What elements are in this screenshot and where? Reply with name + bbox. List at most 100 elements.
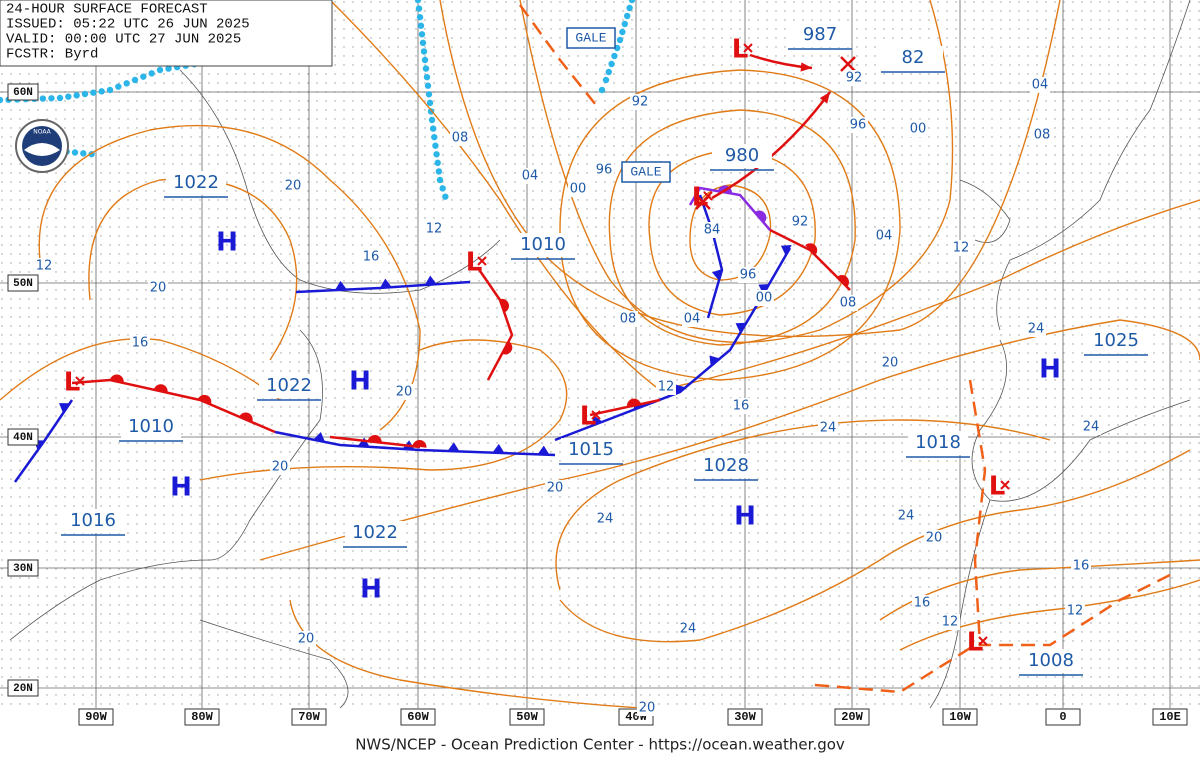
ice-edge-dot <box>415 5 423 12</box>
pressure-label-bg <box>790 23 850 47</box>
ice-edge-dot <box>131 76 139 84</box>
pressure-label-bg <box>345 521 405 545</box>
isobar-label-bg <box>738 267 758 283</box>
isobar-label-bg <box>912 595 932 611</box>
ice-edge-dot <box>414 0 422 4</box>
isobar-label-bg <box>818 420 838 436</box>
low-pressure-center: L <box>580 402 597 432</box>
ice-edge-dot <box>619 28 626 36</box>
isobar-label: 20 <box>639 701 656 716</box>
pressure-label: 1022 <box>173 172 219 193</box>
isobar-label-bg <box>283 178 303 194</box>
latitude-label-box <box>7 83 39 101</box>
dot-grid <box>0 0 1200 708</box>
longitude-label-box <box>400 708 436 726</box>
isobar-label-bg <box>594 162 614 178</box>
isobar-label: 00 <box>570 182 587 197</box>
cold-front <box>13 399 74 483</box>
pressure-label: 980 <box>725 145 759 166</box>
isobar <box>608 109 856 346</box>
pressure-label-bg <box>63 509 123 533</box>
pressure-label: 1010 <box>520 234 566 255</box>
isobar-label: 12 <box>953 241 970 256</box>
longitude-label: 80W <box>191 710 213 724</box>
isobar-label-bg <box>450 130 470 146</box>
longitude-label-box <box>184 708 220 726</box>
ice-edge-dot <box>80 150 87 157</box>
ice-edge-dot <box>621 20 628 28</box>
isobar <box>439 0 1061 338</box>
isobar-label: 12 <box>36 259 53 274</box>
high-pressure-center: H <box>216 228 238 258</box>
high-pressure-center: H <box>1039 355 1061 385</box>
isobar-label: 16 <box>914 596 931 611</box>
longitude-label-box <box>509 708 545 726</box>
isobar-label: 16 <box>132 336 149 351</box>
low-center-x <box>978 636 988 646</box>
ice-edge-dot <box>605 68 612 76</box>
isobar-label-bg <box>545 480 565 496</box>
gale-label: GALE <box>575 30 606 45</box>
isobar-label: 96 <box>740 268 757 283</box>
warm-front-bump <box>754 210 767 223</box>
isobar-label: 20 <box>547 481 564 496</box>
trough-front <box>518 4 601 111</box>
longitude-label: 10E <box>1159 710 1181 724</box>
ice-edge-dot <box>436 176 444 184</box>
pressure-label: 82 <box>902 47 925 68</box>
isobar-label-bg <box>838 295 858 311</box>
arrow-head <box>819 92 830 104</box>
isobar-label: 24 <box>597 512 614 527</box>
isobar-label: 04 <box>684 312 701 327</box>
isobar-label: 00 <box>756 291 773 306</box>
isobar-label-bg <box>682 311 702 327</box>
longitude-label-box <box>834 708 870 726</box>
warm-front-bump <box>837 275 850 287</box>
cold-front-barb <box>379 278 392 289</box>
isobar-label: 04 <box>522 169 539 184</box>
isobar <box>519 0 954 344</box>
cold-front-barb <box>675 384 686 396</box>
ice-edge-dot <box>421 56 429 64</box>
isobar-label-bg <box>361 249 381 265</box>
ice-edge-dot <box>429 125 437 132</box>
isobar <box>259 319 1200 561</box>
latitude-label: 50N <box>13 278 33 290</box>
ice-edge-dot <box>598 86 606 94</box>
isobar-label: 08 <box>840 296 857 311</box>
cold-front <box>274 430 556 457</box>
ice-edge-dot <box>90 89 97 96</box>
isobar-label: 12 <box>1067 604 1084 619</box>
coastline <box>959 179 1011 243</box>
warm-front-bump <box>805 243 818 256</box>
low-pressure-center: L <box>732 35 749 65</box>
isobar-label-bg <box>394 384 414 400</box>
cold-front <box>295 280 471 294</box>
isobar-label-bg <box>1065 603 1085 619</box>
longitude-label: 50W <box>516 710 538 724</box>
cold-front <box>698 194 724 319</box>
high-pressure-center: H <box>734 502 756 532</box>
forecast-position-x <box>840 56 856 72</box>
cold-front-barb <box>780 245 792 256</box>
isobar-label: 24 <box>898 509 915 524</box>
isobar-label-bg <box>424 221 444 237</box>
ice-edge-dot <box>123 80 130 87</box>
gale-label: GALE <box>630 164 661 179</box>
coastline <box>996 0 1191 331</box>
pressure-label-bg <box>259 374 319 398</box>
isobar-label-bg <box>637 700 657 716</box>
pressure-label-bg <box>696 454 756 478</box>
ice-edge-dot <box>39 95 47 102</box>
isobar-label-bg <box>296 631 316 647</box>
latitude-label: 40N <box>13 432 33 444</box>
ice-edge-dot <box>628 0 636 4</box>
isobar-label: 12 <box>942 615 959 630</box>
warm-front-bump <box>153 384 168 393</box>
gale-box <box>566 27 616 49</box>
isobar-label-bg <box>702 222 722 238</box>
ice-edge-dot <box>0 96 4 104</box>
isobar-label: 92 <box>632 95 649 110</box>
pressure-label: 1018 <box>915 432 961 453</box>
ice-edge-dot <box>115 83 122 90</box>
